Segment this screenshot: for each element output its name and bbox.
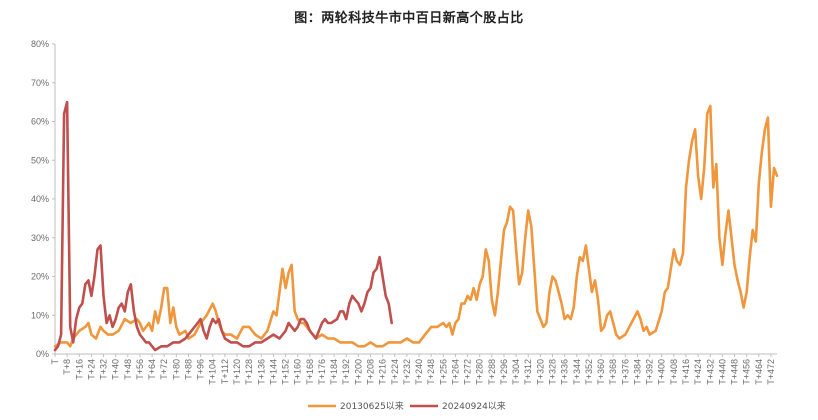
x-tick-label: T+352 xyxy=(584,359,594,385)
x-tick-label: T+152 xyxy=(281,359,291,385)
x-tick-label: T xyxy=(50,359,60,365)
x-tick-label: T+200 xyxy=(353,359,363,385)
x-tick-label: T+8 xyxy=(62,359,72,375)
x-tick-label: T+248 xyxy=(426,359,436,385)
x-tick-label: T+72 xyxy=(159,359,169,380)
y-tick-label: 20% xyxy=(31,272,49,282)
x-tick-label: T+440 xyxy=(717,359,727,385)
x-tick-label: T+320 xyxy=(535,359,545,385)
series-lines xyxy=(53,100,779,352)
x-tick-label: T+328 xyxy=(548,359,558,385)
y-tick-label: 30% xyxy=(31,233,49,243)
axes xyxy=(54,44,777,355)
y-tick-label: 40% xyxy=(31,194,49,204)
x-tick-label: T+160 xyxy=(293,359,303,385)
x-tick-label: T+384 xyxy=(632,359,642,385)
y-tick-label: 70% xyxy=(31,78,49,88)
x-tick-label: T+272 xyxy=(463,359,473,385)
y-tick-labels: 0% 10% 20% 30% 40% 50% 60% 70% 80% xyxy=(31,39,55,359)
x-tick-label: T+216 xyxy=(378,359,388,385)
y-tick-label: 60% xyxy=(31,117,49,127)
chart-title: 图：两轮科技牛市中百日新高个股占比 xyxy=(294,11,524,26)
x-tick-label: T+16 xyxy=(74,359,84,380)
x-tick-label: T+376 xyxy=(620,359,630,385)
x-tick-label: T+424 xyxy=(693,359,703,385)
x-tick-label: T+80 xyxy=(171,359,181,380)
x-tick-label: T+448 xyxy=(730,359,740,385)
x-tick-label: T+40 xyxy=(111,359,121,380)
x-tick-label: T+344 xyxy=(572,359,582,385)
x-tick-label: T+232 xyxy=(402,359,412,385)
x-tick-label: T+400 xyxy=(657,359,667,385)
x-tick-label: T+312 xyxy=(523,359,533,385)
x-tick-label: T+208 xyxy=(365,359,375,385)
x-tick-label: T+96 xyxy=(196,359,206,380)
x-tick-label: T+304 xyxy=(511,359,521,385)
series-line-2 xyxy=(53,100,393,352)
x-tick-label: T+56 xyxy=(135,359,145,380)
x-tick-label: T+168 xyxy=(305,359,315,385)
x-tick-label: T+432 xyxy=(705,359,715,385)
x-tick-labels: T T+8 T+16 T+24 T+32 T+40 T+48 T+56 T+64 T+72 T+80… xyxy=(50,354,776,385)
x-tick-label: T+136 xyxy=(256,359,266,385)
y-tick-label: 0% xyxy=(36,349,49,359)
x-tick-label: T+336 xyxy=(560,359,570,385)
x-tick-label: T+280 xyxy=(475,359,485,385)
x-tick-label: T+416 xyxy=(681,359,691,385)
y-tick-label: 10% xyxy=(31,310,49,320)
x-tick-label: T+88 xyxy=(183,359,193,380)
x-tick-label: T+192 xyxy=(341,359,351,385)
x-tick-label: T+112 xyxy=(220,359,230,384)
x-tick-label: T+24 xyxy=(86,359,96,380)
x-tick-label: T+48 xyxy=(123,359,133,380)
x-tick-label: T+392 xyxy=(645,359,655,385)
x-tick-label: T+264 xyxy=(450,359,460,385)
x-tick-label: T+288 xyxy=(487,359,497,385)
x-tick-label: T+256 xyxy=(438,359,448,385)
x-tick-label: T+240 xyxy=(414,359,424,385)
y-tick-label: 80% xyxy=(31,39,49,49)
x-tick-label: T+104 xyxy=(208,359,218,385)
x-tick-label: T+368 xyxy=(608,359,618,385)
y-tick-label: 50% xyxy=(31,155,49,165)
x-tick-label: T+144 xyxy=(268,359,278,385)
x-tick-label: T+408 xyxy=(669,359,679,385)
legend-label-2: 20240924以来 xyxy=(442,401,506,412)
x-tick-label: T+464 xyxy=(754,359,764,385)
x-tick-label: T+32 xyxy=(99,359,109,380)
x-tick-label: T+176 xyxy=(317,359,327,385)
x-tick-label: T+184 xyxy=(329,359,339,385)
x-tick-label: T+64 xyxy=(147,359,157,380)
legend-label-1: 20130625以来 xyxy=(340,401,404,412)
x-tick-label: T+456 xyxy=(742,359,752,385)
legend: 20130625以来 20240924以来 xyxy=(308,401,506,412)
x-tick-label: T+360 xyxy=(596,359,606,385)
x-tick-label: T+472 xyxy=(766,359,776,385)
series-line-1 xyxy=(53,104,779,348)
x-tick-label: T+224 xyxy=(390,359,400,385)
x-tick-label: T+120 xyxy=(232,359,242,385)
x-tick-label: T+128 xyxy=(244,359,254,385)
x-tick-label: T+296 xyxy=(499,359,509,385)
